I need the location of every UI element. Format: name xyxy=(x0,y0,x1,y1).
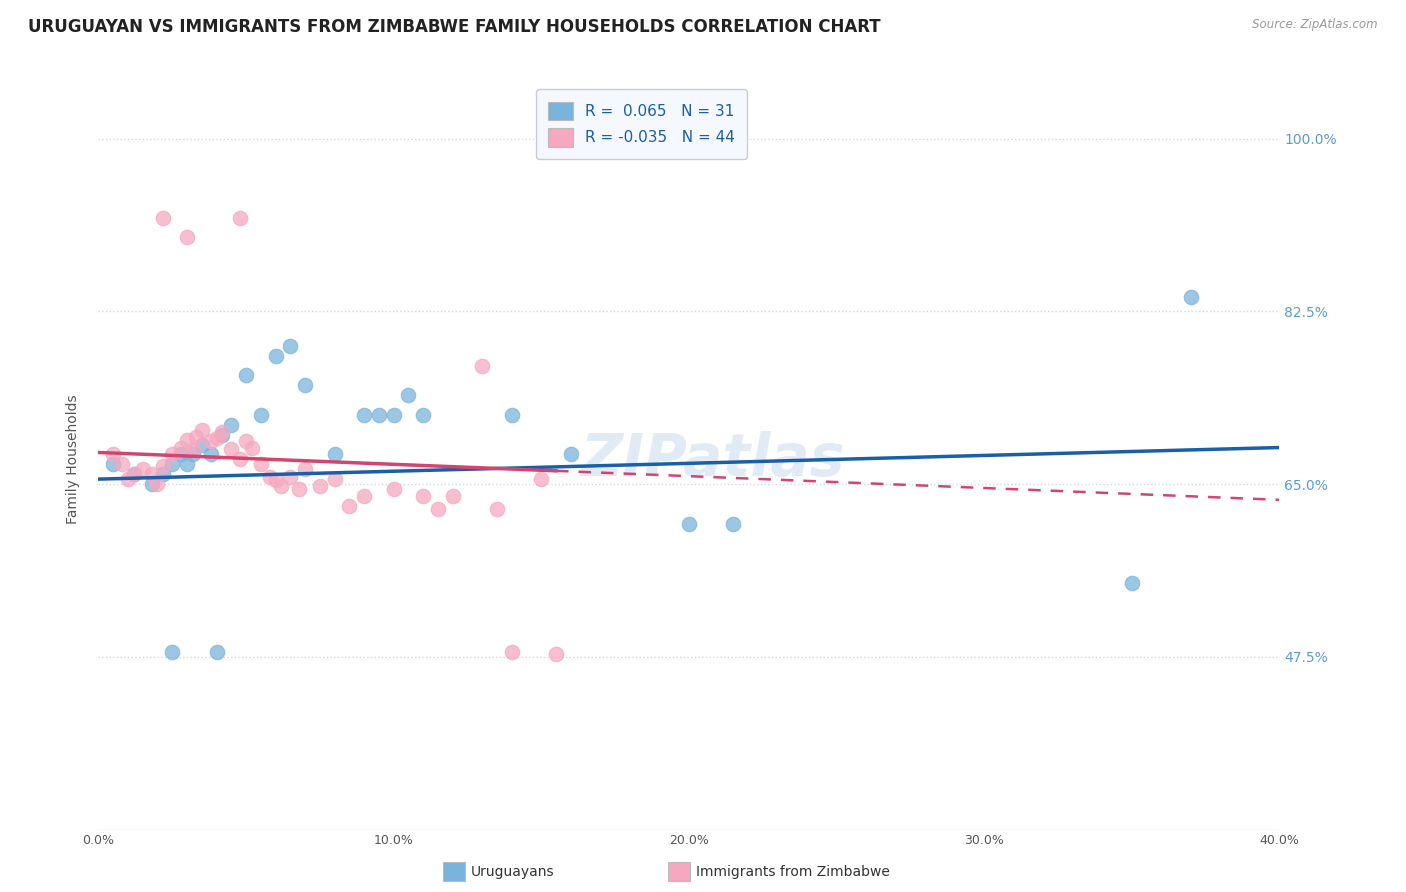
Point xyxy=(162,447,183,461)
Point xyxy=(170,447,193,461)
Point xyxy=(162,458,183,472)
Point xyxy=(229,452,252,467)
Text: Immigrants from Zimbabwe: Immigrants from Zimbabwe xyxy=(696,865,890,880)
Point xyxy=(339,499,361,513)
Point xyxy=(191,437,214,451)
Point xyxy=(398,388,420,402)
Point xyxy=(221,442,243,456)
Point xyxy=(221,417,243,432)
Point xyxy=(471,359,494,373)
Point xyxy=(1180,289,1202,303)
Point xyxy=(211,427,233,442)
Y-axis label: Family Households: Family Households xyxy=(66,394,80,524)
Point xyxy=(368,408,391,422)
Point xyxy=(323,472,346,486)
Point xyxy=(211,425,233,439)
Point xyxy=(146,477,169,491)
Point xyxy=(501,408,523,422)
Point xyxy=(259,470,281,484)
Text: URUGUAYAN VS IMMIGRANTS FROM ZIMBABWE FAMILY HOUSEHOLDS CORRELATION CHART: URUGUAYAN VS IMMIGRANTS FROM ZIMBABWE FA… xyxy=(28,18,880,36)
Point xyxy=(264,473,287,487)
Point xyxy=(441,489,464,503)
Point xyxy=(103,447,125,461)
Point xyxy=(250,408,273,422)
Point xyxy=(176,433,198,447)
Point xyxy=(152,459,174,474)
Point xyxy=(200,447,222,461)
Point xyxy=(323,447,346,461)
Point xyxy=(122,467,145,482)
Point xyxy=(132,462,155,476)
Point xyxy=(170,441,193,455)
Point xyxy=(288,482,311,496)
Point xyxy=(229,211,252,225)
Point xyxy=(309,479,332,493)
Point xyxy=(205,645,228,659)
Point xyxy=(184,430,207,444)
Point xyxy=(382,408,405,422)
Point xyxy=(122,467,145,482)
Point xyxy=(152,211,174,225)
Text: ZIPatlas: ZIPatlas xyxy=(581,431,845,488)
Point xyxy=(294,378,316,392)
Point xyxy=(353,489,375,503)
Point xyxy=(191,423,214,437)
Legend: R =  0.065   N = 31, R = -0.035   N = 44: R = 0.065 N = 31, R = -0.035 N = 44 xyxy=(536,89,747,159)
Point xyxy=(270,479,292,493)
Point xyxy=(1121,575,1143,590)
Point xyxy=(546,647,568,661)
Point xyxy=(294,462,316,476)
Point xyxy=(486,501,509,516)
Point xyxy=(427,501,450,516)
Point xyxy=(176,458,198,472)
Text: Uruguayans: Uruguayans xyxy=(471,865,554,880)
Text: Source: ZipAtlas.com: Source: ZipAtlas.com xyxy=(1253,18,1378,31)
Point xyxy=(181,447,204,461)
Point xyxy=(560,447,582,461)
Point xyxy=(530,472,553,486)
Point xyxy=(240,441,263,455)
Point xyxy=(141,467,163,482)
Point xyxy=(353,408,375,422)
Point xyxy=(501,645,523,659)
Point xyxy=(280,339,302,353)
Point xyxy=(235,368,257,383)
Point xyxy=(205,431,228,445)
Point xyxy=(141,477,163,491)
Point xyxy=(723,516,745,531)
Point xyxy=(162,645,183,659)
Point xyxy=(264,349,287,363)
Point xyxy=(200,434,222,448)
Point xyxy=(412,408,434,422)
Point xyxy=(117,472,139,486)
Point xyxy=(181,442,204,457)
Point xyxy=(382,482,405,496)
Point xyxy=(176,230,198,244)
Point xyxy=(280,470,302,484)
Point xyxy=(678,516,700,531)
Point xyxy=(235,434,257,448)
Point xyxy=(103,458,125,472)
Point xyxy=(412,489,434,503)
Point xyxy=(250,458,273,472)
Point xyxy=(152,467,174,482)
Point xyxy=(111,458,134,472)
